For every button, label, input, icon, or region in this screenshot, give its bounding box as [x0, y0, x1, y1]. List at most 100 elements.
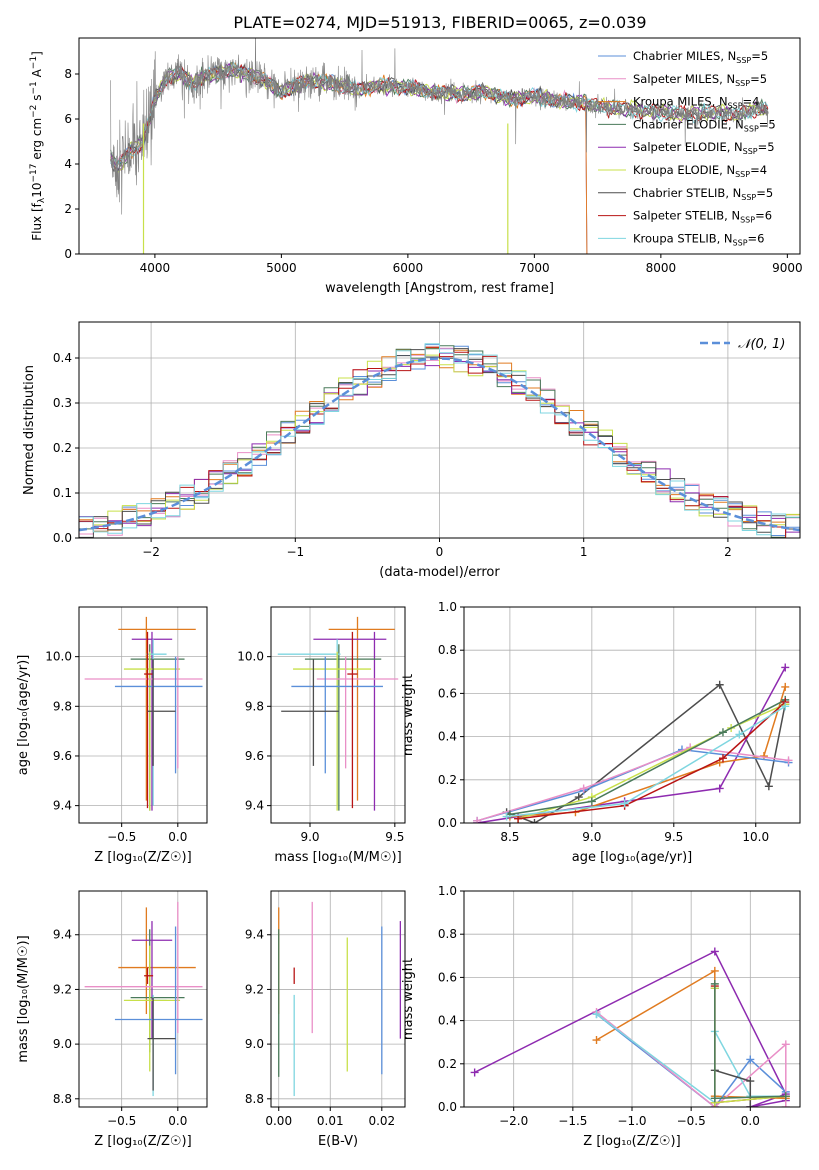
y-axis-label: Flux [fλ10−17 erg cm−2 s−1 A−1] [29, 51, 47, 241]
plot-area [79, 343, 800, 538]
weight-point [715, 680, 724, 689]
y-tick-label: 9.2 [53, 982, 72, 996]
legend-sub: SSP [736, 56, 751, 65]
weight-point [781, 663, 790, 672]
x-tick-label: 9.5 [385, 830, 404, 844]
x-tick-label: 0.0 [741, 1114, 760, 1128]
x-tick-label: 9000 [772, 261, 803, 275]
x-tick-label: −0.5 [107, 830, 136, 844]
legend-name: Chabrier STELIB, N [633, 186, 741, 200]
legend-value: =5 [756, 186, 773, 200]
y-axis-label-part: −2 [29, 105, 39, 118]
x-tick-label: −0.5 [677, 1114, 706, 1128]
plot-area [278, 901, 402, 1097]
x-tick-label: 8.5 [500, 830, 519, 844]
y-tick-label: 0.8 [438, 643, 457, 657]
x-tick-label: −1.5 [558, 1114, 587, 1128]
y-tick-label: 0.3 [53, 396, 72, 410]
legend-value: =5 [750, 72, 767, 86]
weight-point [710, 947, 719, 956]
legend-name: Chabrier ELODIE, N [633, 117, 744, 131]
y-tick-label: 0.2 [438, 773, 457, 787]
x-tick-label: 9.0 [582, 830, 601, 844]
legend-sub: SSP [741, 193, 756, 202]
weight-line [476, 746, 789, 822]
axes-frame [463, 606, 801, 824]
y-axis-label: Normed distribution [22, 365, 37, 495]
y-tick-label: 0.8 [438, 927, 457, 941]
legend-label: Chabrier STELIB, NSSP=5 [633, 186, 773, 202]
y-axis-label: age [log₁₀(age/yr)] [16, 655, 31, 776]
weight-point [781, 1040, 790, 1049]
x-tick-label: 7000 [519, 261, 550, 275]
x-tick-label: 9.5 [664, 830, 683, 844]
x-axis-label: Z [log₁₀(Z/Z☉)] [94, 850, 191, 865]
y-axis-label: mass weight [401, 674, 416, 756]
weight-point [718, 754, 727, 763]
x-tick-label: 0.0 [168, 1114, 187, 1128]
grid [464, 606, 800, 824]
weight-point [620, 799, 629, 808]
axes-frame [78, 321, 801, 539]
y-tick-label: 0.1 [53, 486, 72, 500]
y-tick-label: 9.4 [53, 928, 72, 942]
x-axis-label: wavelength [Angstrom, rest frame] [325, 281, 554, 296]
figure-title: PLATE=0274, MJD=51913, FIBERID=0065, z=0… [233, 13, 646, 32]
y-axis-label-part: −1 [29, 56, 39, 69]
weight-point [587, 797, 596, 806]
legend-label: Kroupa MILES, NSSP=4 [633, 95, 759, 111]
grid [464, 890, 800, 1108]
x-axis-label: (data-model)/error [379, 565, 500, 580]
legend-label: Kroupa STELIB, NSSP=6 [633, 231, 764, 247]
grid [271, 891, 405, 1107]
observed-spectrum [110, 38, 769, 215]
y-tick-label: 9.0 [53, 1037, 72, 1051]
legend-sub: SSP [740, 216, 755, 225]
y-axis-label-part: Flux [f [30, 202, 44, 240]
weight-line [509, 699, 786, 816]
y-tick-label: 9.4 [53, 799, 72, 813]
weight-line [506, 683, 786, 823]
legend-sub: SSP [733, 238, 748, 247]
x-axis-label: E(B-V) [318, 1134, 358, 1149]
weight-point [746, 1055, 755, 1064]
x-tick-label: −1.0 [617, 1114, 646, 1128]
y-axis-label-part: ] [30, 51, 44, 56]
axes-frame [78, 37, 801, 255]
x-tick-label: 0.0 [168, 830, 187, 844]
axes-frame [78, 606, 208, 824]
weight-line [476, 748, 789, 822]
y-axis-label-part: 10 [30, 183, 44, 198]
legend-label: Chabrier MILES, NSSP=5 [633, 49, 768, 65]
weight-point [592, 1010, 601, 1019]
y-tick-label: 9.4 [245, 799, 264, 813]
x-tick-label: −2 [142, 545, 160, 559]
y-tick-label: 9.6 [53, 749, 72, 763]
legend-label: 𝒩(0, 1) [738, 337, 785, 352]
chart-age-vs-Z: −0.5 0.0 9.4 9.6 9.8 10.0 Z [log₁₀(Z/Z☉)] age [… [16, 606, 208, 865]
y-axis-label: mass weight [401, 958, 416, 1040]
legend-name: Kroupa MILES, N [633, 95, 728, 109]
weight-point [710, 966, 719, 975]
grid [271, 607, 405, 823]
weight-line [714, 988, 752, 1107]
weight-point [746, 1103, 755, 1107]
chart-mass-vs-ebv: 0.00 0.01 0.02 8.8 9.0 9.2 9.4 E(B-V) [245, 890, 406, 1149]
y-tick-label: 0.2 [438, 1057, 457, 1071]
weight-point [784, 756, 793, 765]
legend-name: Salpeter ELODIE, N [633, 140, 743, 154]
x-tick-label: −2.0 [499, 1114, 528, 1128]
plot-area [277, 616, 399, 811]
weight-point [473, 816, 482, 823]
legend-sub: SSP [728, 102, 743, 111]
y-tick-label: 9.8 [245, 699, 264, 713]
y-tick-label: 0.0 [438, 1100, 457, 1114]
weight-point [735, 730, 744, 739]
weight-point [710, 1094, 719, 1103]
x-tick-label: 5000 [266, 261, 297, 275]
x-tick-label: 6000 [393, 261, 424, 275]
y-tick-label: 0.4 [438, 730, 457, 744]
legend-label: Salpeter STELIB, NSSP=6 [633, 209, 772, 225]
weight-point [718, 728, 727, 737]
grid [79, 891, 207, 1107]
